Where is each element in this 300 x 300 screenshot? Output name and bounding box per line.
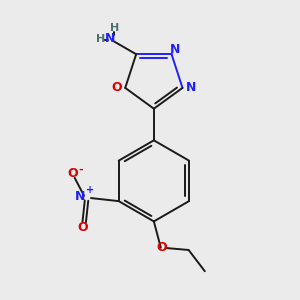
Text: O: O <box>156 241 167 254</box>
Text: H: H <box>96 34 105 44</box>
Text: -: - <box>79 164 83 175</box>
Text: N: N <box>186 81 196 94</box>
Text: N: N <box>75 190 85 203</box>
Text: O: O <box>77 221 88 234</box>
Text: O: O <box>67 167 78 180</box>
Text: +: + <box>86 184 94 195</box>
Text: N: N <box>105 32 116 45</box>
Text: N: N <box>170 43 181 56</box>
Text: H: H <box>110 23 119 33</box>
Text: O: O <box>111 81 122 94</box>
